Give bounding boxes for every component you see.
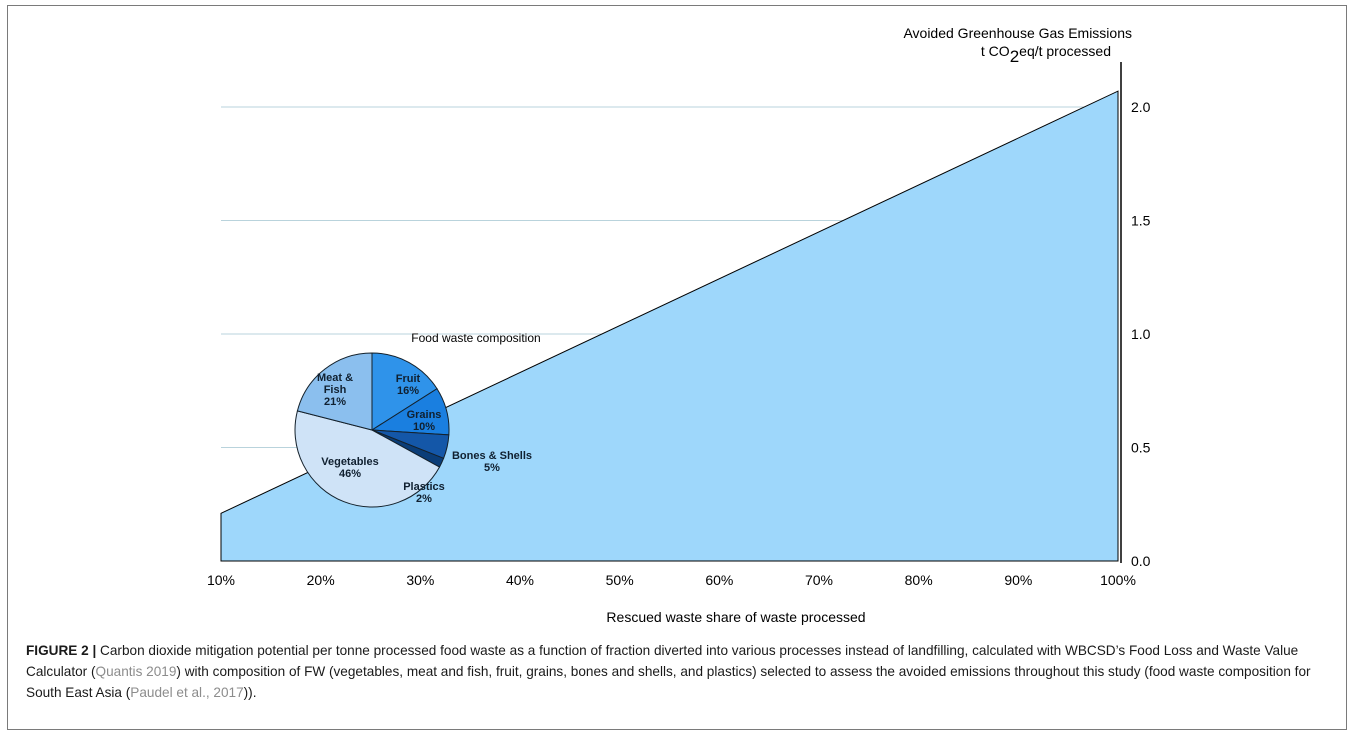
x-tick-label: 30%	[406, 572, 434, 588]
y-tick-label: 0.0	[1131, 553, 1151, 569]
figure-frame	[7, 5, 1347, 730]
pie-label: Meat & Fish 21%	[317, 372, 353, 408]
x-tick-label: 20%	[307, 572, 335, 588]
x-tick-labels: 10% 20% 30% 40% 50% 60% 70% 80% 90% 100%	[207, 572, 1136, 588]
pie-title: Food waste composition	[411, 331, 540, 345]
pie-labels: Fruit 16% Grains 10% Bones & Shells 5% Plastic…	[317, 372, 532, 505]
pie-slice	[294, 410, 441, 508]
x-tick-label: 50%	[606, 572, 634, 588]
pie-label: Vegetables 46%	[321, 456, 378, 480]
x-tick-label: 70%	[805, 572, 833, 588]
y-tick-label: 2.0	[1131, 99, 1151, 115]
pie-label: Grains 10%	[407, 409, 442, 433]
pie-chart	[294, 352, 450, 508]
pie-label: Bones & Shells 5%	[452, 450, 532, 474]
caption-text-3: )).	[243, 685, 257, 700]
figure-label: FIGURE 2 |	[26, 643, 97, 658]
figure-chart: 0.0 0.5 1.0 1.5 2.0 10% 20% 30% 40% 50% 60% 70% 80%…	[207, 25, 1151, 625]
y-axis-label-tail: eq/t processed	[1019, 43, 1111, 59]
y-axis-label-sub: 2	[1010, 47, 1019, 66]
pie-slice	[371, 352, 438, 431]
y-tick-label: 1.0	[1131, 326, 1151, 342]
reference-link-paudel[interactable]: Paudel et al., 2017	[130, 685, 244, 700]
x-tick-label: 90%	[1004, 572, 1032, 588]
caption-text-2: ) with composition of FW (vegetables, me…	[26, 664, 1311, 700]
x-tick-label: 80%	[905, 572, 933, 588]
x-tick-label: 100%	[1100, 572, 1136, 588]
x-axis-label: Rescued waste share of waste processed	[606, 609, 865, 625]
x-tick-label: 60%	[705, 572, 733, 588]
caption-text-1: Carbon dioxide mitigation potential per …	[26, 643, 1299, 679]
pie-label: Plastics 2%	[403, 481, 445, 505]
y-axis-label-main: t CO	[981, 43, 1010, 59]
pie-slice	[296, 352, 373, 431]
reference-link-quantis[interactable]: Quantis 2019	[95, 664, 177, 679]
x-tick-label: 10%	[207, 572, 235, 588]
pie-label: Fruit 16%	[396, 373, 421, 397]
y-tick-labels: 0.0 0.5 1.0 1.5 2.0	[1131, 99, 1151, 569]
chart-title: Avoided Greenhouse Gas Emissions	[903, 25, 1132, 41]
figure-caption: FIGURE 2 | Carbon dioxide mitigation pot…	[26, 640, 1326, 703]
y-tick-label: 0.5	[1131, 440, 1151, 456]
y-tick-label: 1.5	[1131, 213, 1151, 229]
x-tick-label: 40%	[506, 572, 534, 588]
y-axis-label: t CO2eq/t processed	[981, 43, 1111, 66]
